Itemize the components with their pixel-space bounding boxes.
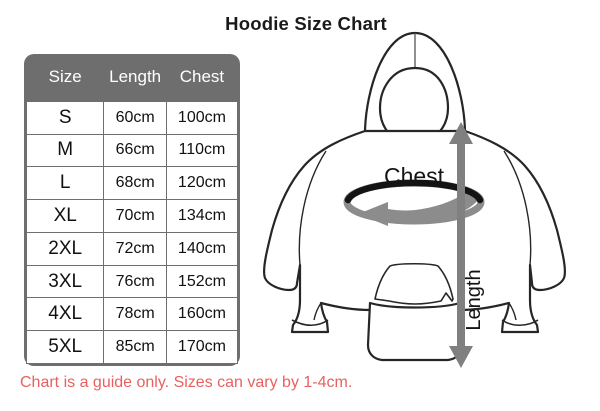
svg-text:Chest: Chest (384, 163, 445, 189)
svg-text:Length: Length (463, 269, 485, 330)
